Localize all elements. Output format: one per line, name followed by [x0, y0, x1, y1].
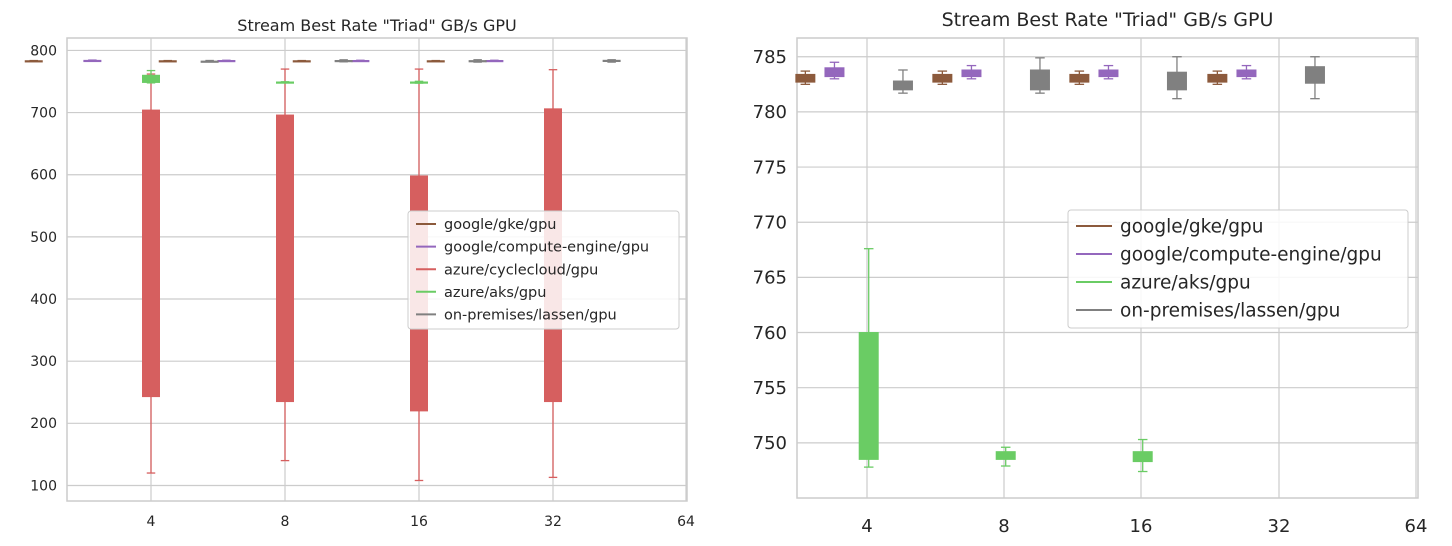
- box-body: [1304, 66, 1325, 84]
- y-tick-label: 775: [753, 157, 787, 178]
- box-body: [200, 60, 219, 63]
- box-body: [1207, 73, 1228, 83]
- chart-panel-1: Stream Best Rate "Triad" GB/s GPU 100 200 3…: [24, 16, 695, 530]
- x-tick-label: 64: [677, 514, 695, 530]
- box-body: [334, 59, 353, 63]
- y-tick-label: 400: [30, 292, 57, 308]
- box-body: [24, 60, 43, 63]
- y-tick-label: 770: [753, 213, 787, 234]
- legend: google/gke/gpu google/compute-engine/gpu a…: [407, 210, 680, 330]
- y-tick-label: 100: [30, 478, 57, 494]
- box-body: [410, 81, 428, 84]
- x-tick-label: 4: [147, 514, 156, 530]
- box-body: [217, 59, 236, 63]
- y-tick-label: 300: [30, 354, 57, 370]
- series-azure-aks-gpu: [142, 69, 428, 84]
- legend-label: azure/aks/gpu: [444, 285, 546, 301]
- box-body: [1132, 451, 1153, 463]
- series-on-premises-lassen-gpu: [892, 56, 1325, 100]
- box-body: [142, 109, 160, 398]
- box-body: [1098, 69, 1119, 78]
- chart-title: Stream Best Rate "Triad" GB/s GPU: [942, 9, 1274, 31]
- y-tick-label: 600: [30, 168, 57, 184]
- box-body: [1029, 69, 1050, 91]
- legend-label: on-premises/lassen/gpu: [1120, 300, 1340, 321]
- series-azure-aks-gpu: [858, 248, 1153, 473]
- y-tick-label: 750: [753, 433, 787, 454]
- box-body: [602, 59, 621, 63]
- box-body: [292, 60, 311, 63]
- legend-label: azure/aks/gpu: [1120, 272, 1251, 293]
- box-body: [795, 73, 816, 83]
- legend-label: on-premises/lassen/gpu: [444, 307, 617, 323]
- box-body: [858, 332, 879, 460]
- box-body: [276, 81, 294, 84]
- legend-label: google/compute-engine/gpu: [444, 240, 649, 256]
- x-tick-label: 8: [998, 516, 1009, 537]
- y-tick-label: 785: [753, 47, 787, 68]
- plot-frame: [796, 37, 1419, 499]
- series-google-gke-gpu: [795, 70, 1228, 85]
- y-tick-label: 500: [30, 230, 57, 246]
- box-body: [142, 74, 160, 83]
- legend-box: [1067, 209, 1409, 329]
- series-on-premises-lassen-gpu: [200, 59, 621, 63]
- x-tick-label: 32: [544, 514, 562, 530]
- x-tick-label: 16: [1130, 516, 1153, 537]
- box-body: [426, 60, 445, 63]
- box-body: [1069, 73, 1090, 83]
- legend-label: azure/cyclecloud/gpu: [444, 262, 598, 278]
- y-tick-label: 780: [753, 102, 787, 123]
- box-body: [158, 60, 177, 63]
- x-tick-label: 4: [861, 516, 872, 537]
- plot-frame: [66, 37, 688, 502]
- y-tick-label: 800: [30, 43, 57, 59]
- x-tick-label: 16: [410, 514, 428, 530]
- box-body: [995, 451, 1016, 460]
- box-body: [83, 59, 102, 63]
- legend-box: [407, 210, 680, 330]
- x-tick-label: 32: [1268, 516, 1291, 537]
- y-tick-label: 760: [753, 323, 787, 344]
- chart-panel-2: Stream Best Rate "Triad" GB/s GPU 750 755 7…: [753, 9, 1428, 537]
- legend-label: google/gke/gpu: [444, 217, 556, 233]
- chart-title: Stream Best Rate "Triad" GB/s GPU: [237, 16, 516, 35]
- box-body: [824, 67, 845, 78]
- series-google-compute-engine-gpu: [824, 61, 1257, 80]
- legend-label: google/compute-engine/gpu: [1120, 244, 1382, 265]
- y-tick-label: 200: [30, 416, 57, 432]
- box-body: [485, 59, 504, 63]
- legend: google/gke/gpu google/compute-engine/gpu a…: [1067, 209, 1409, 329]
- box-body: [932, 73, 953, 83]
- box-body: [276, 114, 294, 403]
- series-google-gke-gpu: [24, 59, 445, 63]
- y-tick-label: 765: [753, 268, 787, 289]
- box-body: [351, 59, 370, 63]
- x-tick-label: 64: [1405, 516, 1428, 537]
- box-body: [468, 60, 487, 63]
- y-tick-label: 755: [753, 378, 787, 399]
- y-tick-label: 700: [30, 105, 57, 121]
- series-google-compute-engine-gpu: [83, 59, 504, 63]
- legend-label: google/gke/gpu: [1120, 216, 1264, 237]
- box-body: [1236, 69, 1257, 78]
- x-tick-label: 8: [281, 514, 290, 530]
- box-body: [892, 80, 913, 91]
- box-body: [961, 69, 982, 78]
- box-body: [1166, 71, 1187, 91]
